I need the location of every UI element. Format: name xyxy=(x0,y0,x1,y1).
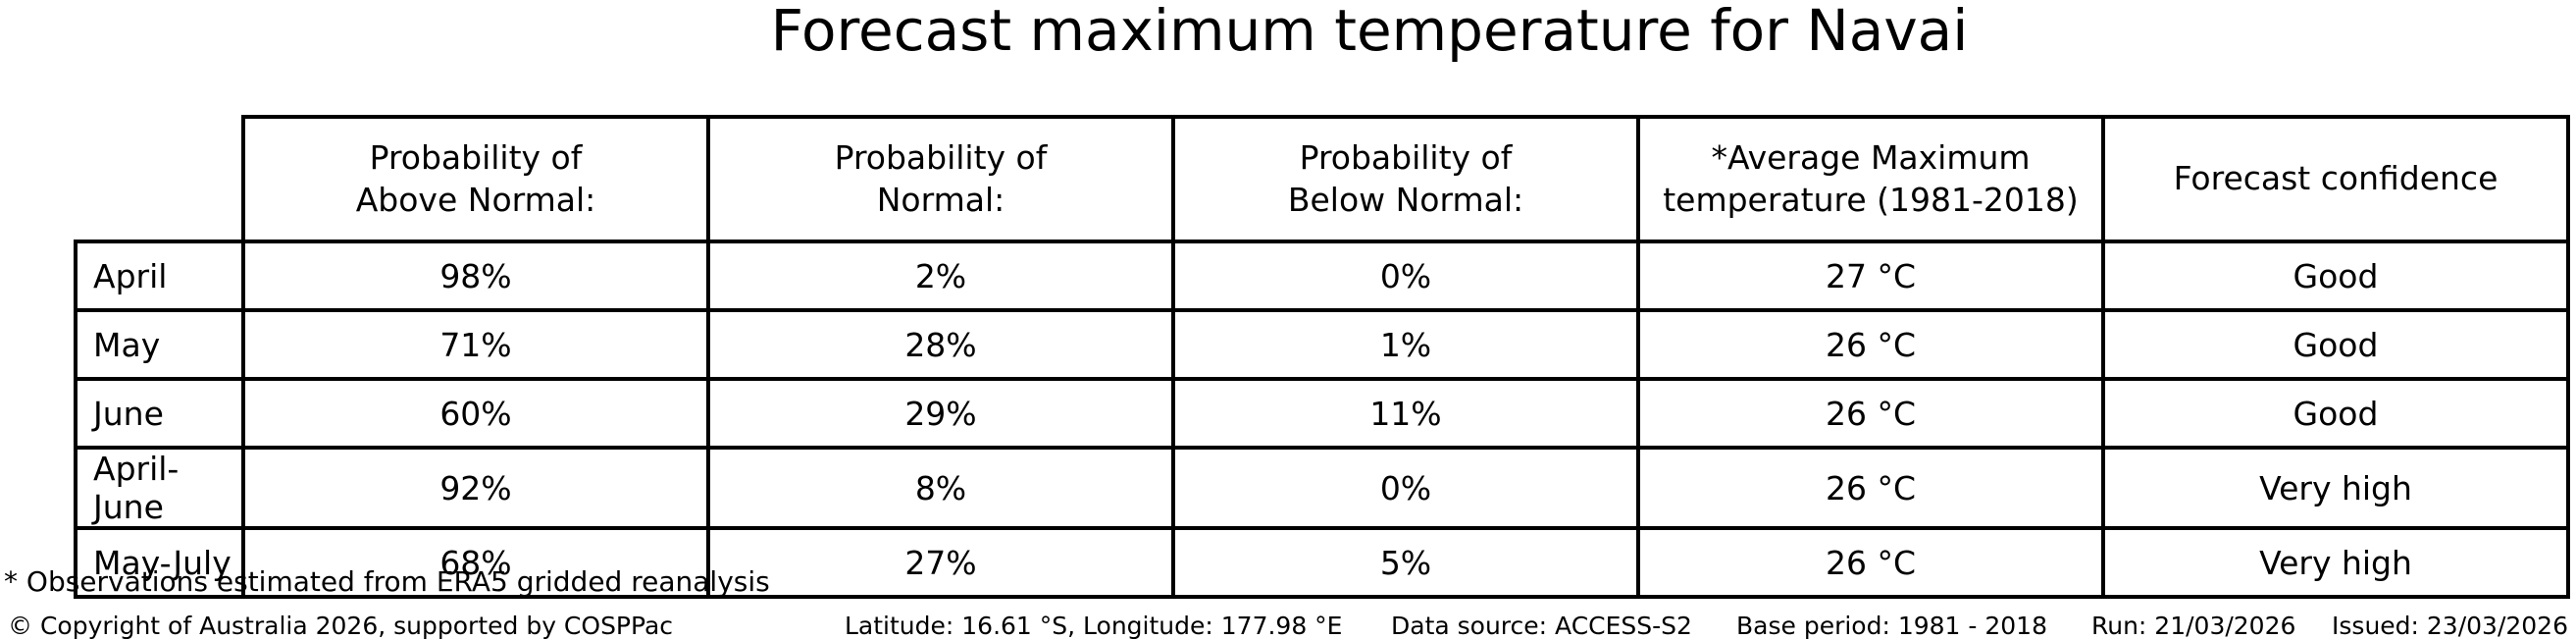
table-row-may: May 71% 28% 1% 26 °C Good xyxy=(74,308,2570,381)
table-cell: 27% xyxy=(706,526,1175,599)
table-row-may-july: May-July 68% 27% 5% 26 °C Very high xyxy=(74,526,2570,599)
table-cell: 11% xyxy=(1171,377,1640,450)
table-cell: 26 °C xyxy=(1636,308,2105,381)
row-label: May xyxy=(74,308,245,381)
table-cell: 8% xyxy=(706,446,1175,530)
table-cell: 1% xyxy=(1171,308,1640,381)
table-cell: Good xyxy=(2101,377,2570,450)
table-cell: 92% xyxy=(241,446,710,530)
table-cell: 28% xyxy=(706,308,1175,381)
data-source-text: Data source: ACCESS-S2 xyxy=(1391,612,1692,640)
column-header-below-normal: Probability of Below Normal: xyxy=(1171,115,1640,243)
table-row-april-june: April-June 92% 8% 0% 26 °C Very high xyxy=(74,446,2570,530)
table-corner-spacer xyxy=(76,117,243,241)
row-label: May-July xyxy=(74,526,245,599)
table-row-june: June 60% 29% 11% 26 °C Good xyxy=(74,377,2570,450)
table-header-row: Probability of Above Normal: Probability… xyxy=(76,115,2570,243)
table-cell: 98% xyxy=(241,240,710,312)
base-period-text: Base period: 1981 - 2018 xyxy=(1736,612,2047,640)
table-cell: 5% xyxy=(1171,526,1640,599)
column-header-normal: Probability of Normal: xyxy=(706,115,1175,243)
table-cell: 68% xyxy=(241,526,710,599)
table-cell: 2% xyxy=(706,240,1175,312)
row-label: April xyxy=(74,240,245,312)
column-header-average-max-temperature: *Average Maximum temperature (1981-2018) xyxy=(1636,115,2105,243)
issued-date-text: Issued: 23/03/2026 xyxy=(2332,612,2568,640)
table-cell: 26 °C xyxy=(1636,446,2105,530)
table-cell: Very high xyxy=(2101,446,2570,530)
table-row-april: April 98% 2% 0% 27 °C Good xyxy=(74,240,2570,312)
table-cell: Very high xyxy=(2101,526,2570,599)
table-cell: 26 °C xyxy=(1636,377,2105,450)
run-date-text: Run: 21/03/2026 xyxy=(2091,612,2296,640)
table-cell: 29% xyxy=(706,377,1175,450)
table-cell: Good xyxy=(2101,308,2570,381)
table-cell: 71% xyxy=(241,308,710,381)
latitude-longitude-text: Latitude: 16.61 °S, Longitude: 177.98 °E xyxy=(845,612,1343,640)
table-cell: 27 °C xyxy=(1636,240,2105,312)
row-label: June xyxy=(74,377,245,450)
row-label: April-June xyxy=(74,446,245,530)
column-header-forecast-confidence: Forecast confidence xyxy=(2101,115,2570,243)
page-title: Forecast maximum temperature for Navai xyxy=(770,0,1969,64)
table-cell: 0% xyxy=(1171,240,1640,312)
table-cell: 60% xyxy=(241,377,710,450)
table-cell: Good xyxy=(2101,240,2570,312)
observations-footnote: * Observations estimated from ERA5 gridd… xyxy=(4,565,770,598)
column-header-above-normal: Probability of Above Normal: xyxy=(241,115,710,243)
forecast-table: Probability of Above Normal: Probability… xyxy=(74,115,2570,599)
table-cell: 26 °C xyxy=(1636,526,2105,599)
table-cell: 0% xyxy=(1171,446,1640,530)
copyright-text: © Copyright of Australia 2026, supported… xyxy=(8,612,674,640)
